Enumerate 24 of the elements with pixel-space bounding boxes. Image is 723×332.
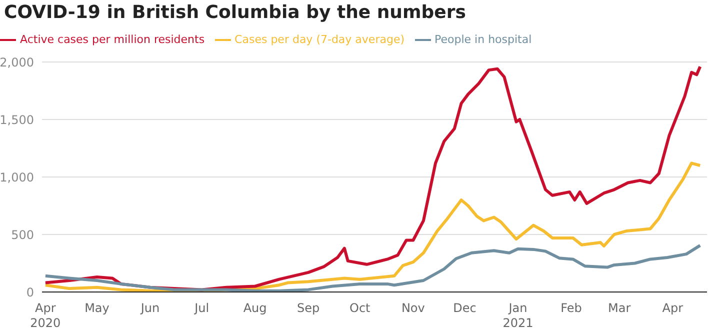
legend-label: Cases per day (7-day average) [234,33,405,46]
x-tick-label: Feb [560,301,582,315]
x-tick-label: Jul [194,301,210,315]
x-tick-label: May [84,301,110,315]
chart-title: COVID-19 in British Columbia by the numbers [3,1,467,25]
x-tick-label: Oct [350,301,371,315]
x-tick-label: Apr [662,301,684,315]
legend-label: Active cases per million residents [20,33,205,46]
line-series [44,244,702,292]
line-series [44,162,702,292]
y-tick-label: 1,000 [0,170,34,184]
x-tick-label: Mar [608,301,631,315]
x-tick-label: Sep [297,301,320,315]
y-tick-label: 500 [11,228,34,242]
y-tick-label: 1,500 [0,112,34,127]
x-tick-label: Jun [140,301,160,315]
y-tick-label: 0 [26,285,34,300]
x-tick-label: Aug [243,301,267,315]
x-tick-label: Jan 2021 [502,301,534,330]
y-tick-label: 2,000 [0,55,34,70]
x-tick-label: Apr 2020 [30,301,61,330]
legend-label: People in hospital [434,33,532,46]
x-tick-label: Nov [401,301,425,315]
x-tick-label: Dec [453,301,476,315]
